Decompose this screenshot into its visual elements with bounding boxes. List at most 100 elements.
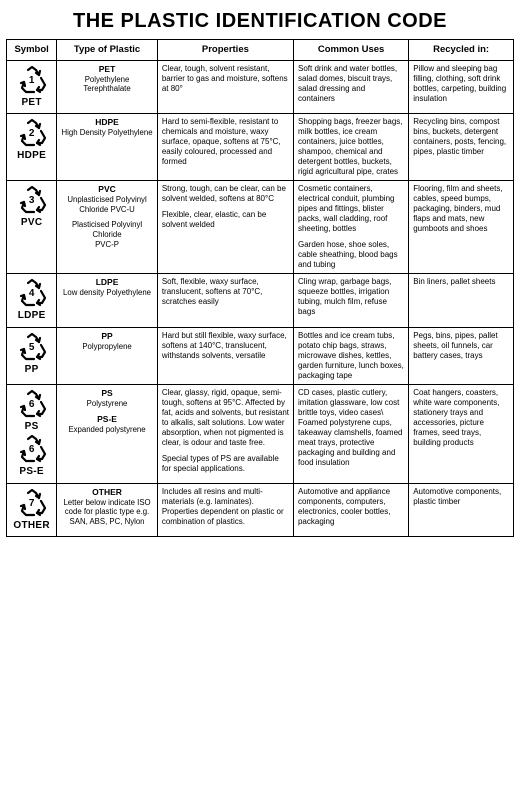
type-subname: High Density Polyethylene: [61, 128, 153, 138]
properties-cell: Includes all resins and multi-materials …: [157, 483, 293, 537]
properties-cell: Hard to semi-flexible, resistant to chem…: [157, 114, 293, 181]
resin-label: OTHER: [13, 520, 50, 533]
recycled-text: Automotive components, plastic timber: [413, 487, 509, 507]
resin-label: PP: [25, 364, 39, 377]
properties-cell: Clear, glassy, rigid, opaque, semi-tough…: [157, 384, 293, 483]
resin-number: 6: [14, 399, 50, 412]
table-row: 6 PS 6 PS-E PS Polystyrene PS-E Expanded…: [7, 384, 514, 483]
table-header-row: Symbol Type of Plastic Properties Common…: [7, 40, 514, 61]
type-name: PS: [61, 388, 153, 399]
uses-cell: Bottles and ice cream tubs, potato chip …: [293, 327, 408, 384]
type-name: PS-E: [61, 414, 153, 425]
symbol-cell: 7 OTHER: [7, 483, 57, 537]
table-row: 1 PET PET Polyethylene TerephthalateClea…: [7, 60, 514, 114]
type-subname: Polypropylene: [61, 342, 153, 352]
table-row: 2 HDPE HDPE High Density Polyethylene Har…: [7, 114, 514, 181]
type-cell: OTHER Letter below indicate ISO code for…: [57, 483, 158, 537]
properties-cell: Strong, tough, can be clear, can be solv…: [157, 181, 293, 274]
col-type: Type of Plastic: [57, 40, 158, 61]
resin-label: PVC: [21, 217, 42, 230]
resin-label: PS: [25, 421, 39, 434]
table-row: 4 LDPE LDPE Low density PolyethyleneSoft…: [7, 274, 514, 328]
properties-cell: Clear, tough, solvent resistant, barrier…: [157, 60, 293, 114]
recycle-icon: 3: [14, 185, 50, 217]
type-subname: Unplasticised Polyvinyl Chloride PVC-U: [61, 195, 153, 214]
resin-label: PS-E: [19, 466, 44, 479]
symbol-cell: 1 PET: [7, 60, 57, 114]
type-name: PP: [61, 331, 153, 342]
type-cell: LDPE Low density Polyethylene: [57, 274, 158, 328]
recycled-cell: Flooring, film and sheets, cables, speed…: [409, 181, 514, 274]
symbol-cell: 3 PVC: [7, 181, 57, 274]
table-row: 5 PP PP PolypropyleneHard but still flex…: [7, 327, 514, 384]
resin-number: 3: [14, 195, 50, 208]
symbol-cell: 6 PS 6 PS-E: [7, 384, 57, 483]
uses-cell: Automotive and appliance components, com…: [293, 483, 408, 537]
col-recycled: Recycled in:: [409, 40, 514, 61]
type-subname: Expanded polystyrene: [61, 425, 153, 435]
recycle-icon: 6: [14, 389, 50, 421]
properties-text: Includes all resins and multi-materials …: [162, 487, 289, 527]
properties-cell: Hard but still flexible, waxy surface, s…: [157, 327, 293, 384]
resin-number: 4: [14, 288, 50, 301]
resin-number: 5: [14, 342, 50, 355]
type-subname: Plasticised Polyvinyl Chloride PVC-P: [61, 220, 153, 249]
type-subname: Letter below indicate ISO code for plast…: [61, 498, 153, 527]
plastic-code-table: Symbol Type of Plastic Properties Common…: [6, 39, 514, 537]
recycled-cell: Recycling bins, compost bins, buckets, d…: [409, 114, 514, 181]
type-name: PET: [61, 64, 153, 75]
uses-text: Shopping bags, freezer bags, milk bottle…: [298, 117, 404, 177]
properties-text: Special types of PS are available for sp…: [162, 454, 289, 474]
recycled-text: Coat hangers, coasters, white ware compo…: [413, 388, 509, 448]
properties-text: Clear, glassy, rigid, opaque, semi-tough…: [162, 388, 289, 448]
col-symbol: Symbol: [7, 40, 57, 61]
uses-text: Bottles and ice cream tubs, potato chip …: [298, 331, 404, 381]
resin-label: PET: [21, 97, 41, 110]
resin-label: LDPE: [18, 310, 46, 323]
resin-number: 6: [14, 444, 50, 457]
uses-cell: Cling wrap, garbage bags, squeeze bottle…: [293, 274, 408, 328]
properties-text: Strong, tough, can be clear, can be solv…: [162, 184, 289, 204]
properties-text: Hard to semi-flexible, resistant to chem…: [162, 117, 289, 167]
type-name: LDPE: [61, 277, 153, 288]
type-cell: PS Polystyrene PS-E Expanded polystyrene: [57, 384, 158, 483]
col-properties: Properties: [157, 40, 293, 61]
recycle-icon: 1: [14, 65, 50, 97]
type-subname: Low density Polyethylene: [61, 288, 153, 298]
recycled-cell: Coat hangers, coasters, white ware compo…: [409, 384, 514, 483]
uses-text: Cling wrap, garbage bags, squeeze bottle…: [298, 277, 404, 317]
type-cell: PET Polyethylene Terephthalate: [57, 60, 158, 114]
uses-cell: Soft drink and water bottles, salad dome…: [293, 60, 408, 114]
properties-text: Clear, tough, solvent resistant, barrier…: [162, 64, 289, 94]
recycle-icon: 4: [14, 278, 50, 310]
type-cell: PP Polypropylene: [57, 327, 158, 384]
recycle-icon: 5: [14, 332, 50, 364]
resin-number: 7: [14, 498, 50, 511]
symbol-cell: 5 PP: [7, 327, 57, 384]
uses-cell: CD cases, plastic cutlery, imitation gla…: [293, 384, 408, 483]
uses-text: Cosmetic containers, electrical conduit,…: [298, 184, 404, 234]
recycled-text: Pillow and sleeping bag filling, clothin…: [413, 64, 509, 104]
recycled-cell: Bin liners, pallet sheets: [409, 274, 514, 328]
uses-text: Garden hose, shoe soles, cable sheathing…: [298, 240, 404, 270]
recycled-text: Recycling bins, compost bins, buckets, d…: [413, 117, 509, 157]
properties-cell: Soft, flexible, waxy surface, translucen…: [157, 274, 293, 328]
page-title: THE PLASTIC IDENTIFICATION CODE: [6, 6, 514, 39]
type-name: PVC: [61, 184, 153, 195]
resin-number: 1: [14, 75, 50, 88]
type-subname: Polyethylene Terephthalate: [61, 75, 153, 94]
recycled-text: Pegs, bins, pipes, pallet sheets, oil fu…: [413, 331, 509, 361]
col-uses: Common Uses: [293, 40, 408, 61]
recycled-text: Flooring, film and sheets, cables, speed…: [413, 184, 509, 234]
table-row: 3 PVC PVC Unplasticised Polyvinyl Chlori…: [7, 181, 514, 274]
properties-text: Hard but still flexible, waxy surface, s…: [162, 331, 289, 361]
uses-text: CD cases, plastic cutlery, imitation gla…: [298, 388, 404, 468]
symbol-cell: 2 HDPE: [7, 114, 57, 181]
properties-text: Soft, flexible, waxy surface, translucen…: [162, 277, 289, 307]
resin-number: 2: [14, 128, 50, 141]
type-name: HDPE: [61, 117, 153, 128]
table-row: 7 OTHER OTHER Letter below indicate ISO …: [7, 483, 514, 537]
resin-label: HDPE: [17, 150, 46, 163]
recycled-cell: Automotive components, plastic timber: [409, 483, 514, 537]
uses-cell: Shopping bags, freezer bags, milk bottle…: [293, 114, 408, 181]
